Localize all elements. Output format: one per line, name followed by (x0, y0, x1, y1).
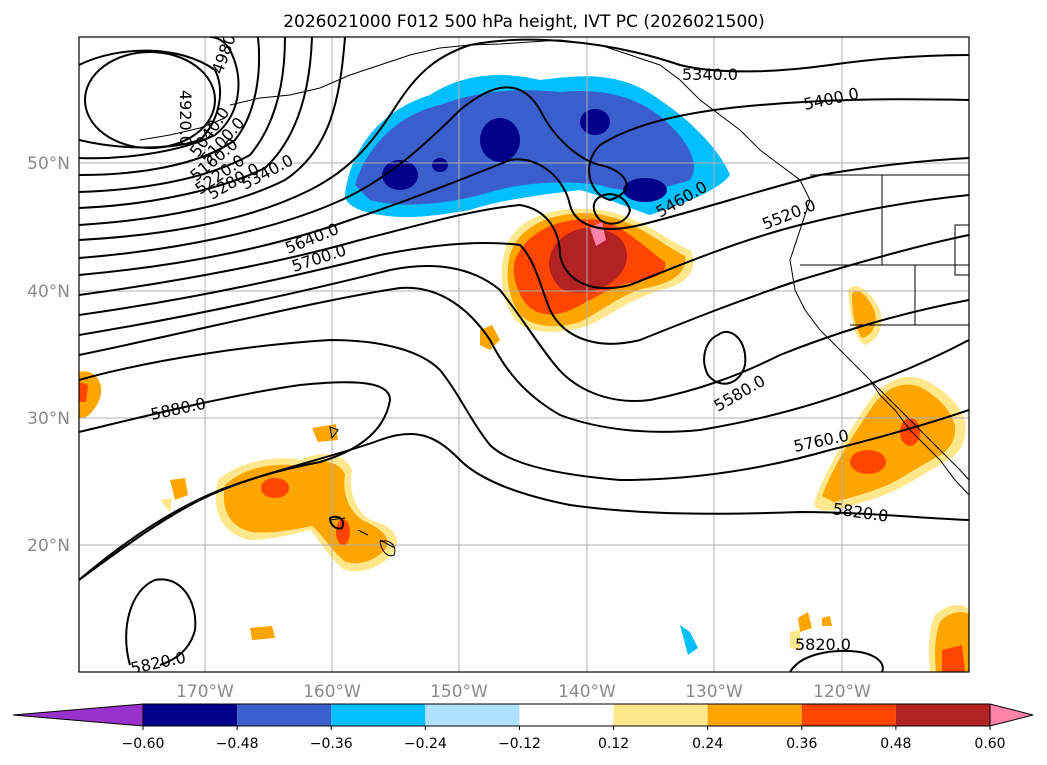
map-panel: 4920.0 4980.0 5040.0 5100.0 5160.0 5220.… (79, 37, 969, 672)
latitude-labels: 20°N 30°N 40°N 50°N (27, 154, 70, 556)
colorbar-tick-label: −0.48 (216, 736, 259, 752)
colorbar-tick-label: −0.60 (122, 736, 165, 752)
colorbar-tick-label: −0.12 (498, 736, 541, 752)
lat-label-20n: 20°N (27, 536, 70, 556)
ivt-positive-region-east-pacific (480, 208, 694, 350)
lat-label-30n: 30°N (27, 409, 70, 429)
lon-label-120w: 120°W (813, 682, 871, 702)
colorbar-swatch (801, 704, 896, 726)
lat-label-40n: 40°N (27, 282, 70, 302)
colorbar-extend-high (989, 703, 1034, 727)
colorbar-swatch (895, 704, 990, 726)
lat-label-50n: 50°N (27, 154, 70, 174)
longitude-labels: 170°W 160°W 150°W 140°W 130°W 120°W (176, 682, 871, 702)
colorbar-tick-label: 0.24 (692, 736, 723, 752)
gridlines (79, 37, 969, 672)
height-contours (79, 37, 969, 672)
colorbar-swatch (613, 704, 708, 726)
contour-label: 5340.0 (682, 65, 738, 84)
colorbar-tick-label: 0.36 (786, 736, 817, 752)
colorbar-swatch (331, 704, 426, 726)
colorbar-swatch (237, 704, 332, 726)
colorbar-swatch (425, 704, 520, 726)
colorbar-swatch (707, 704, 802, 726)
map-title: 2026021000 F012 500 hPa height, IVT PC (… (283, 12, 765, 32)
colorbar-frame (142, 703, 991, 727)
colorbar-swatch (519, 704, 614, 726)
ivt-positive-region-subtropical (79, 371, 398, 640)
lon-label-170w: 170°W (176, 682, 234, 702)
lon-label-140w: 140°W (558, 682, 616, 702)
colorbar: −0.60 −0.48 −0.36 −0.24 −0.12 0.12 0.24 0.36 0.4… (12, 703, 1034, 752)
lon-label-160w: 160°W (303, 682, 361, 702)
contour-label: 4920.0 (176, 90, 195, 146)
ivt-positive-region-mexico (790, 286, 969, 672)
colorbar-tick-label: −0.24 (404, 736, 447, 752)
colorbar-extend-low (12, 703, 144, 727)
colorbar-tick-label: 0.60 (974, 736, 1005, 752)
colorbar-tick-label: −0.36 (310, 736, 353, 752)
lon-label-130w: 130°W (685, 682, 743, 702)
map-frame (78, 36, 970, 673)
colorbar-swatch (143, 704, 238, 726)
colorbar-tick-label: 0.12 (598, 736, 629, 752)
colorbar-tick-label: 0.48 (880, 736, 911, 752)
lon-label-150w: 150°W (430, 682, 488, 702)
contour-label: 5820.0 (795, 635, 851, 654)
